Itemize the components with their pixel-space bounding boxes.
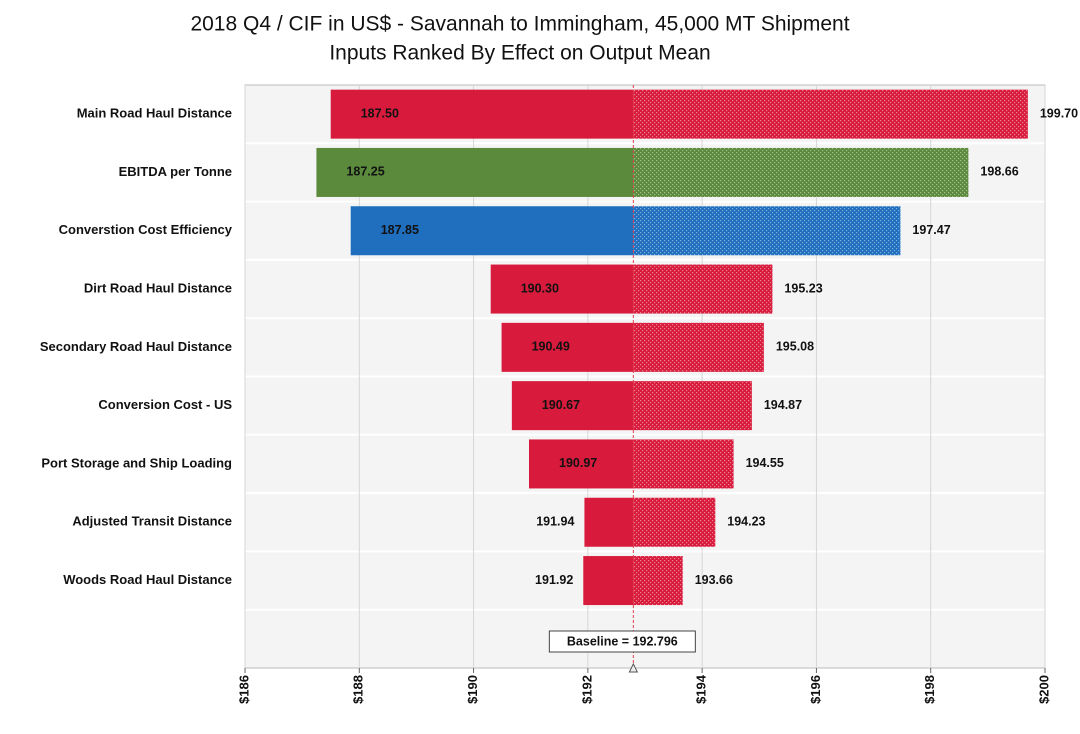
baseline-label-box [548,630,696,653]
chart-subtitle: Inputs Ranked By Effect on Output Mean [329,42,710,65]
high-value-label: 193.66 [695,573,733,587]
x-tick-label: $188 [351,675,366,704]
high-value-label: 195.08 [776,340,814,354]
low-value-label: 187.50 [361,106,399,120]
x-tick-label: $194 [694,674,709,704]
low-value-label: 190.30 [521,281,559,295]
x-tick-label: $192 [579,675,594,704]
x-tick-label: $186 [236,675,251,704]
category-label: EBITDA per Tonne [119,164,232,179]
low-value-label: 187.25 [346,165,384,179]
category-label: Main Road Haul Distance [77,106,232,121]
category-label: Conversion Cost - US [98,397,232,412]
x-tick-label: $196 [808,675,823,704]
high-bar [633,439,734,489]
high-bar [633,322,764,372]
low-bar [330,89,634,139]
low-value-label: 187.85 [381,223,419,237]
high-bar [633,497,716,547]
high-value-label: 199.70 [1040,106,1078,120]
low-value-label: 191.94 [536,515,574,529]
low-value-label: 191.92 [535,573,573,587]
high-value-label: 198.66 [980,165,1018,179]
low-bar [350,206,634,256]
category-label: Secondary Road Haul Distance [40,339,232,354]
high-bar [633,89,1028,139]
category-label: Port Storage and Ship Loading [41,455,232,470]
low-value-label: 190.67 [542,398,580,412]
high-bar [633,556,683,606]
high-bar [633,147,969,197]
high-value-label: 194.55 [746,456,784,470]
high-value-label: 194.23 [727,515,765,529]
low-value-label: 190.49 [532,340,570,354]
category-label: Dirt Road Haul Distance [84,280,232,295]
low-value-label: 190.97 [559,456,597,470]
low-bar [490,264,634,314]
high-value-label: 194.87 [764,398,802,412]
high-bar [633,381,752,431]
high-value-label: 195.23 [784,281,822,295]
low-bar [583,556,634,606]
low-bar [501,322,634,372]
chart-title: 2018 Q4 / CIF in US$ - Savannah to Immin… [190,13,849,36]
category-label: Adjusted Transit Distance [72,514,232,529]
high-value-label: 197.47 [912,223,950,237]
high-bar [633,206,901,256]
low-bar [584,497,634,547]
x-tick-label: $198 [922,675,937,704]
low-bar [511,381,634,431]
category-label: Converstion Cost Efficiency [59,222,233,237]
baseline-marker [628,662,639,673]
category-label: Woods Road Haul Distance [63,572,232,587]
x-tick-label: $190 [465,675,480,704]
low-bar [529,439,634,489]
low-bar [316,147,634,197]
baseline-label: Baseline = 192.796 [567,634,678,648]
high-bar [633,264,773,314]
x-tick-label: $200 [1036,675,1051,704]
